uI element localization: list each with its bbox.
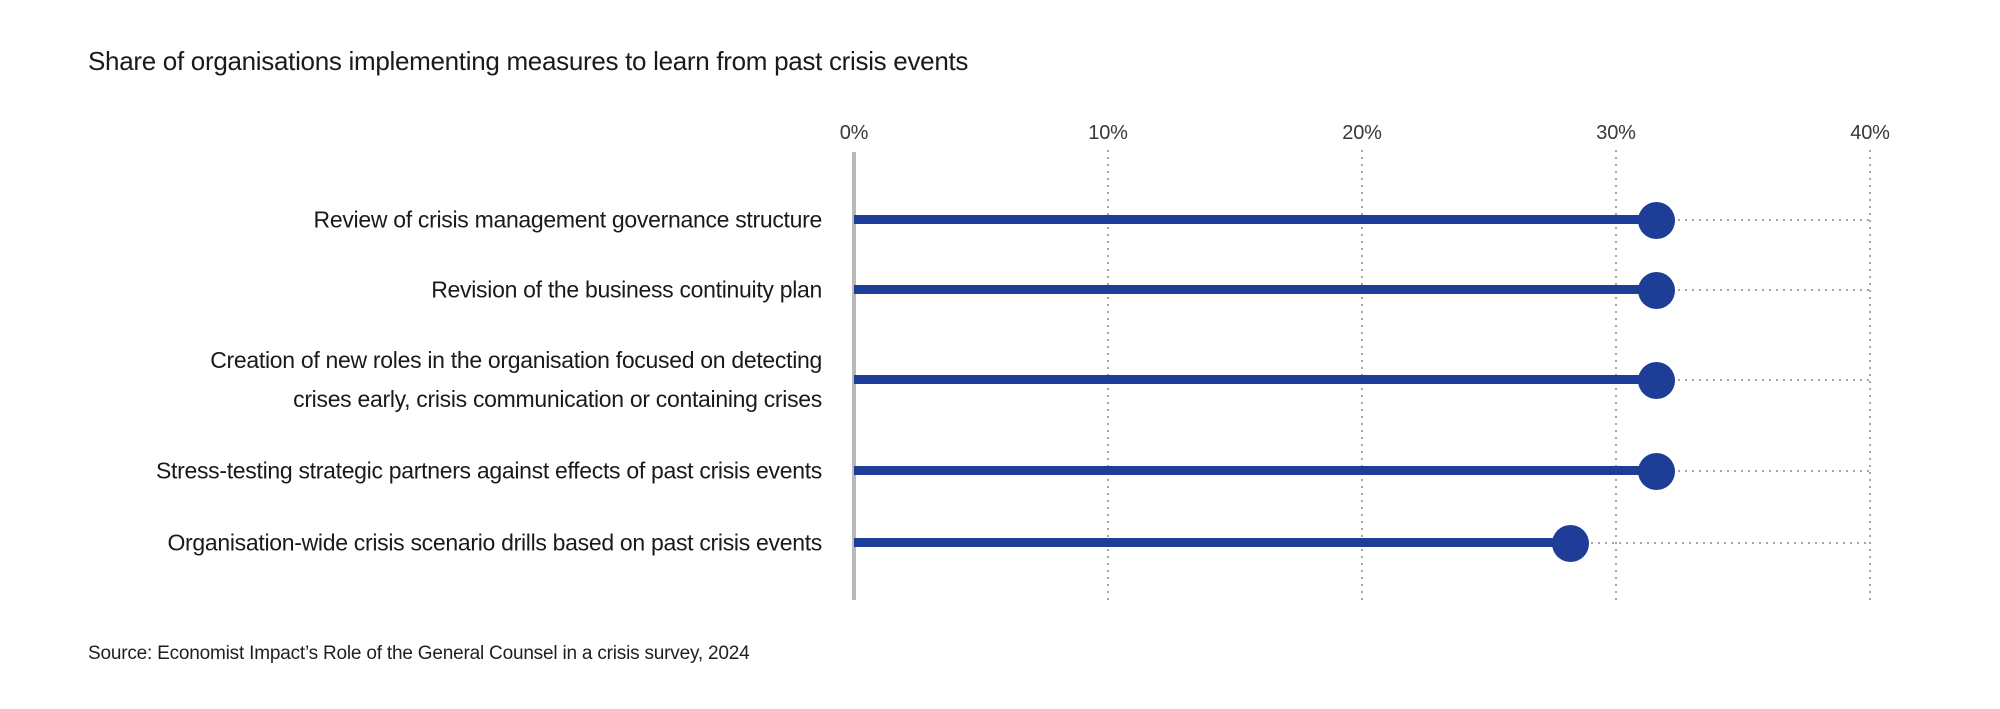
bar [854, 285, 1657, 294]
x-axis-tick-label: 10% [1088, 122, 1128, 144]
x-axis-tick-label: 40% [1850, 122, 1890, 144]
x-axis-tick-label: 0% [839, 122, 869, 144]
leader-line [1570, 542, 1870, 544]
dot [1638, 201, 1676, 239]
x-gridline [1869, 150, 1871, 601]
bar [854, 375, 1657, 384]
leader-line [1656, 379, 1870, 381]
bar [854, 538, 1571, 547]
chart-title: Share of organisations implementing meas… [88, 46, 969, 76]
category-label: Creation of new roles in the organisatio… [210, 347, 822, 412]
leader-line [1656, 470, 1870, 472]
dot [1638, 452, 1676, 490]
dot [1638, 361, 1676, 399]
category-label: Stress-testing strategic partners agains… [155, 457, 822, 484]
category-label: Organisation-wide crisis scenario drills… [167, 529, 822, 556]
dot [1638, 271, 1676, 309]
leader-line [1656, 289, 1870, 291]
category-label: Review of crisis management governance s… [313, 206, 823, 233]
bar [854, 215, 1657, 224]
bar [854, 466, 1657, 475]
source-note: Source: Economist Impact’s Role of the G… [88, 643, 750, 664]
dot [1551, 524, 1589, 562]
x-axis-tick-label: 20% [1342, 122, 1382, 144]
category-label: Revision of the business continuity plan [431, 276, 822, 303]
leader-line [1656, 219, 1870, 221]
x-axis-tick-label: 30% [1596, 122, 1636, 144]
